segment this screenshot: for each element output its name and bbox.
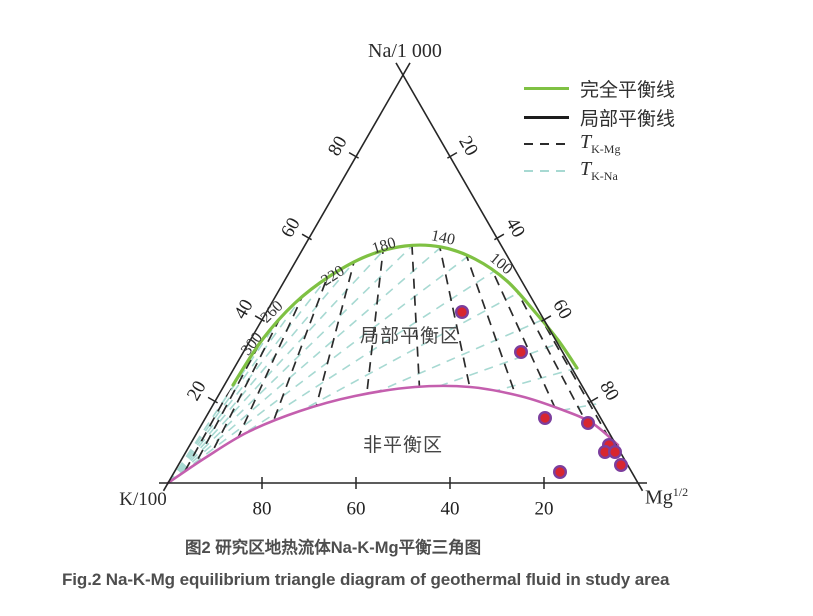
legend-label-full-equilibrium: 完全平衡线 [580,79,676,101]
legend-label-partial-equilibrium: 局部平衡线 [580,108,676,130]
svg-text:20: 20 [535,499,554,520]
svg-text:80: 80 [595,377,623,404]
legend-item-tkna: TK-Na [524,158,618,184]
svg-text:40: 40 [441,499,460,520]
caption-chinese: 图2 研究区地热流体Na-K-Mg平衡三角图 [185,539,482,557]
svg-text:20: 20 [183,377,211,404]
legend-label-tkna: TK-Na [580,158,618,184]
caption-english: Fig.2 Na-K-Mg equilibrium triangle diagr… [62,570,670,589]
sample-point [608,445,623,460]
partial-equilibrium-curve [166,384,620,485]
legend-item-tkmg: TK-Mg [524,131,620,157]
svg-text:20: 20 [454,133,482,160]
svg-text:60: 60 [548,296,576,323]
tkna-dash-swatch [524,169,569,173]
svg-text:60: 60 [277,214,305,241]
tkmg-subscript: K-Mg [591,141,621,156]
full-equilibrium-line-swatch [524,86,569,90]
svg-text:80: 80 [324,133,352,160]
full-equilibrium-curve [231,243,579,387]
svg-text:260: 260 [257,298,286,327]
triangle-edges [159,62,647,492]
tkmg-symbol: T [580,131,592,154]
legend-label-tkmg: TK-Mg [580,131,620,157]
region-label-partial-equilibrium: 局部平衡区 [359,326,460,347]
sample-point [538,411,553,426]
tkmg-dash-swatch [524,142,569,146]
vertex-label-k: K/100 [119,489,167,510]
svg-text:40: 40 [230,296,258,323]
mg-base: Mg [645,486,673,509]
svg-text:60: 60 [347,499,366,520]
sample-points [455,305,629,480]
sample-point [455,305,470,320]
tkna-symbol: T [580,158,592,181]
sample-point [553,465,568,480]
edge-ticks [207,151,599,489]
svg-text:140: 140 [429,227,456,249]
svg-text:40: 40 [501,214,529,241]
sample-point [581,416,596,431]
vertex-label-na: Na/1 000 [368,40,442,62]
region-label-non-equilibrium: 非平衡区 [362,435,443,456]
vertex-label-mg: Mg1/2 [645,485,688,510]
partial-equilibrium-line-swatch [524,115,569,119]
svg-text:80: 80 [253,499,272,520]
sample-point [614,458,629,473]
sample-point [514,345,529,360]
mg-exponent: 1/2 [672,485,689,499]
legend-item-partial-equilibrium: 局部平衡线 [524,105,676,130]
legend-item-full-equilibrium: 完全平衡线 [524,76,676,101]
svg-text:180: 180 [370,234,398,257]
tkna-subscript: K-Na [591,168,618,183]
